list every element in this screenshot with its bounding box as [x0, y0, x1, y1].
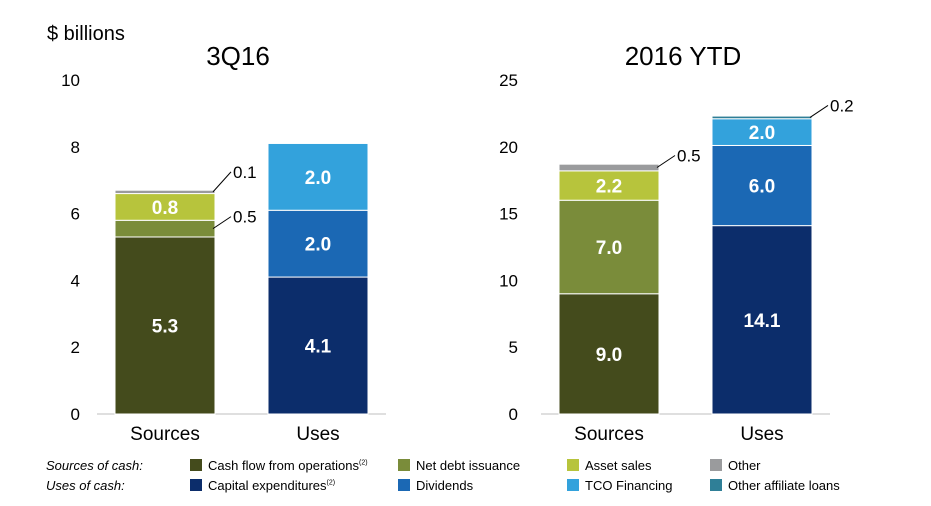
- data-label: 4.1: [305, 337, 332, 358]
- callout-label: 0.2: [830, 96, 854, 115]
- bar-segment-tco-financing: [711, 118, 813, 146]
- bar-segment-net-debt-issuance: [114, 219, 216, 238]
- data-label: 0.8: [152, 198, 178, 219]
- y-tick-label: 8: [71, 138, 80, 157]
- bar-segment-capital-expenditures: [267, 276, 369, 415]
- bar-segment-other: [558, 163, 660, 172]
- data-label: 2.0: [749, 123, 775, 144]
- x-category-label: Sources: [130, 424, 200, 445]
- bar-segment-asset-sales: [114, 193, 216, 221]
- bar-segment-cash-flow-from-operations: [114, 236, 216, 415]
- callout-label: 0.5: [233, 208, 257, 227]
- bar-segment-capital-expenditures: [711, 225, 813, 415]
- bar-segment-net-debt-issuance: [558, 199, 660, 295]
- x-category-label: Uses: [296, 424, 339, 445]
- bar-segment-dividends: [267, 209, 369, 278]
- bar-segment-asset-sales: [558, 170, 660, 201]
- chart-title: 3Q16: [206, 41, 270, 71]
- data-label: 14.1: [744, 311, 781, 332]
- data-label: 5.3: [152, 316, 178, 337]
- data-label: 6.0: [749, 177, 775, 198]
- y-tick-label: 10: [61, 71, 80, 90]
- y-tick-label: 0: [509, 405, 518, 424]
- bar-segment-cash-flow-from-operations: [558, 293, 660, 415]
- y-tick-label: 4: [71, 271, 80, 290]
- callout-label: 0.1: [233, 163, 257, 182]
- y-tick-label: 0: [71, 405, 80, 424]
- unit-label: $ billions: [47, 23, 125, 45]
- bar-segment-other-affiliate-loans: [711, 115, 813, 120]
- bar-segment-tco-financing: [267, 142, 369, 211]
- data-label: 2.0: [305, 235, 331, 256]
- x-category-label: Uses: [740, 424, 783, 445]
- y-tick-label: 25: [499, 71, 518, 90]
- bar-segment-other: [114, 189, 216, 195]
- callout-leader-line: [656, 155, 676, 168]
- data-label: 9.0: [596, 345, 622, 366]
- y-tick-label: 15: [499, 205, 518, 224]
- callout-leader-line: [212, 171, 232, 193]
- y-tick-label: 5: [509, 338, 518, 357]
- y-tick-label: 10: [499, 271, 518, 290]
- y-tick-label: 6: [71, 205, 80, 224]
- chart-title: 2016 YTD: [625, 41, 742, 71]
- data-label: 2.2: [596, 177, 622, 198]
- y-tick-label: 20: [499, 138, 518, 157]
- callout-label: 0.5: [677, 147, 701, 166]
- data-label: 7.0: [596, 238, 622, 259]
- y-tick-label: 2: [71, 338, 80, 357]
- callout-leader-line: [212, 216, 232, 230]
- x-category-label: Sources: [574, 424, 644, 445]
- callout-leader-line: [809, 104, 829, 118]
- data-label: 2.0: [305, 168, 331, 189]
